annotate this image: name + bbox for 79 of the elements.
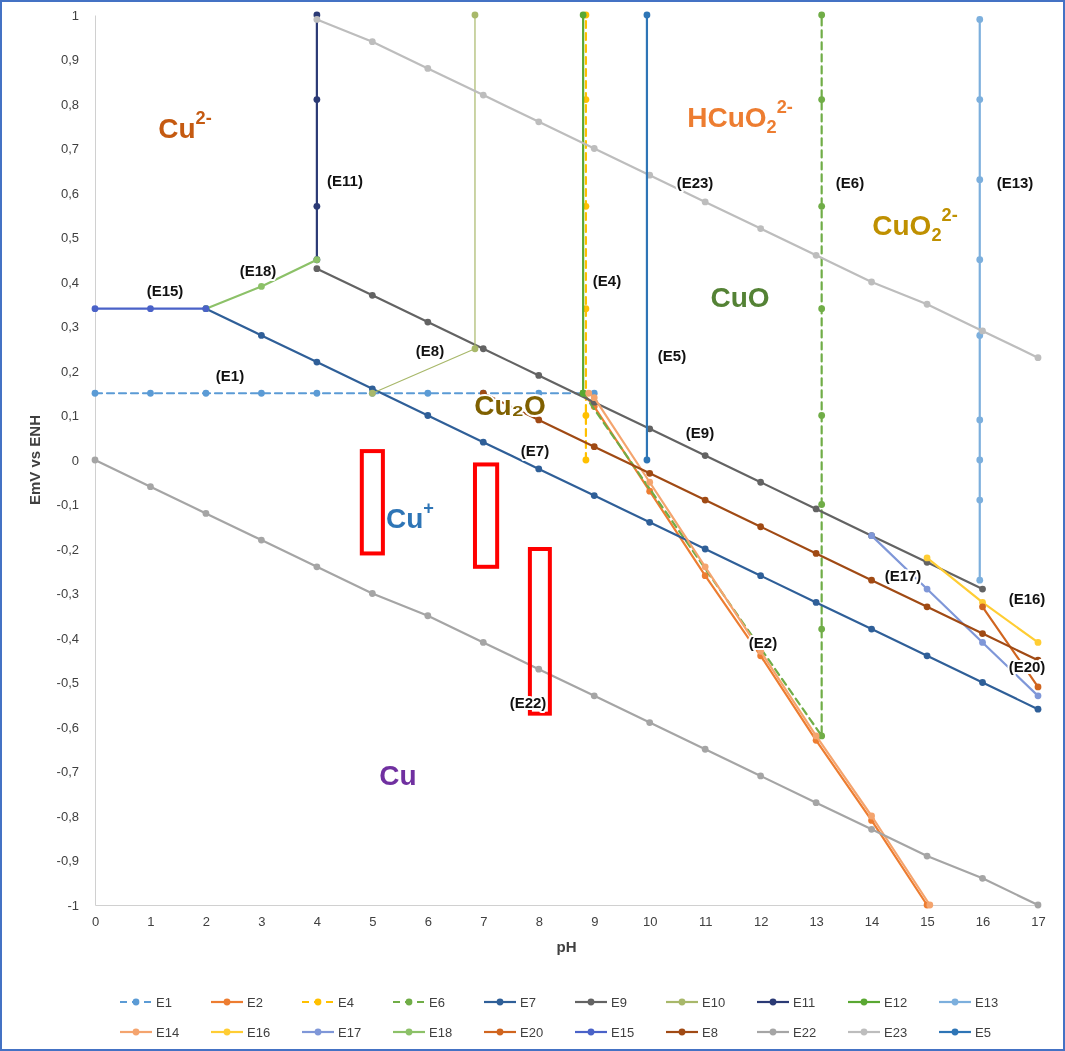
legend-label: E10: [702, 994, 726, 1010]
x-tick-label: 6: [424, 914, 432, 930]
y-tick-label: 0,5: [60, 230, 79, 246]
legend-label: E17: [338, 1024, 362, 1040]
annotation: (E11): [327, 171, 363, 189]
x-tick-label: 9: [591, 914, 599, 930]
x-tick-label: 7: [480, 914, 488, 930]
annotation: Cu$^{2-}$: [158, 108, 212, 144]
x-tick-label: 0: [91, 914, 100, 930]
y-tick-label: 0,1: [60, 408, 79, 424]
annotation: CuO: [710, 281, 770, 313]
x-tick-label: 5: [369, 914, 377, 930]
x-tick-label: 1: [147, 914, 155, 930]
x-tick-label: 15: [920, 914, 935, 930]
x-tick-label: 8: [535, 914, 543, 930]
legend-label: E4: [338, 994, 354, 1010]
x-tick-label: 13: [809, 914, 824, 930]
annotation: (E13): [996, 173, 1034, 191]
y-tick-label: -0,9: [56, 853, 79, 869]
y-tick-label: -0,1: [56, 497, 79, 513]
annotation: (E4): [592, 271, 622, 289]
annotation: (E9): [685, 423, 715, 441]
annotation: Cu$^{+}$: [386, 498, 434, 534]
annotation: (E8): [415, 341, 445, 359]
annotation: (E7): [520, 441, 550, 459]
y-tick-label: 0,8: [60, 96, 79, 112]
x-tick-label: 17: [1031, 914, 1046, 930]
legend-label: E15: [611, 1024, 635, 1040]
legend-label: E5: [975, 1024, 991, 1040]
y-tick-label: 0,7: [60, 141, 79, 157]
y-tick-label: 0,2: [60, 363, 79, 379]
legend-label: E7: [520, 994, 536, 1010]
x-tick-label: 3: [258, 914, 266, 930]
y-tick-label: -0,3: [56, 586, 79, 602]
y-tick-label: -0,6: [56, 719, 79, 735]
y-tick-label: 0,4: [60, 274, 79, 290]
legend-label: E9: [611, 994, 627, 1010]
legend-label: E22: [793, 1024, 817, 1040]
annotation: (E23): [676, 173, 714, 191]
annotation: (E17): [884, 566, 922, 584]
y-tick-label: -0,8: [56, 808, 79, 824]
annotation: (E16): [1008, 589, 1046, 607]
x-tick-label: 14: [864, 914, 880, 930]
y-tick-label: -1: [67, 897, 79, 913]
y-tick-label: -0,5: [56, 675, 79, 691]
legend-label: E1: [156, 994, 172, 1010]
y-tick-label: 0,3: [60, 319, 79, 335]
legend-label: E18: [429, 1024, 453, 1040]
legend-label: E14: [156, 1024, 180, 1040]
x-tick-label: 4: [313, 914, 321, 930]
x-tick-label: 12: [753, 914, 769, 930]
legend-label: E23: [884, 1024, 908, 1040]
y-tick-label: 0,9: [60, 52, 79, 68]
legend-label: E8: [702, 1024, 718, 1040]
annotation: (E15): [146, 281, 184, 299]
y-tick-label: 0: [71, 452, 79, 468]
legend-label: E12: [884, 994, 908, 1010]
legend-label: E20: [520, 1024, 544, 1040]
legend-label: E6: [429, 994, 445, 1010]
y-axis-title: EmV vs ENH: [26, 414, 43, 506]
legend-label: E11: [793, 994, 816, 1010]
x-tick-label: 11: [698, 914, 713, 930]
legend-label: E13: [975, 994, 999, 1010]
annotation: (E18): [239, 261, 277, 279]
x-tick-label: 2: [202, 914, 211, 930]
y-tick-label: -0,7: [56, 764, 79, 780]
annotation: Cu: [379, 759, 417, 791]
x-axis-title: pH: [556, 938, 577, 955]
x-tick-label: 10: [642, 914, 658, 930]
y-tick-label: 0,6: [60, 185, 79, 201]
annotation: (E5): [657, 346, 687, 364]
annotation: (E6): [835, 173, 865, 191]
annotation: (E1): [215, 366, 245, 384]
y-tick-label: -0,4: [56, 630, 79, 646]
legend-label: E16: [247, 1024, 271, 1040]
y-tick-label: -0,2: [56, 541, 79, 557]
y-tick-label: 1: [71, 7, 79, 23]
legend-label: E2: [247, 994, 263, 1010]
x-tick-label: 16: [975, 914, 991, 930]
